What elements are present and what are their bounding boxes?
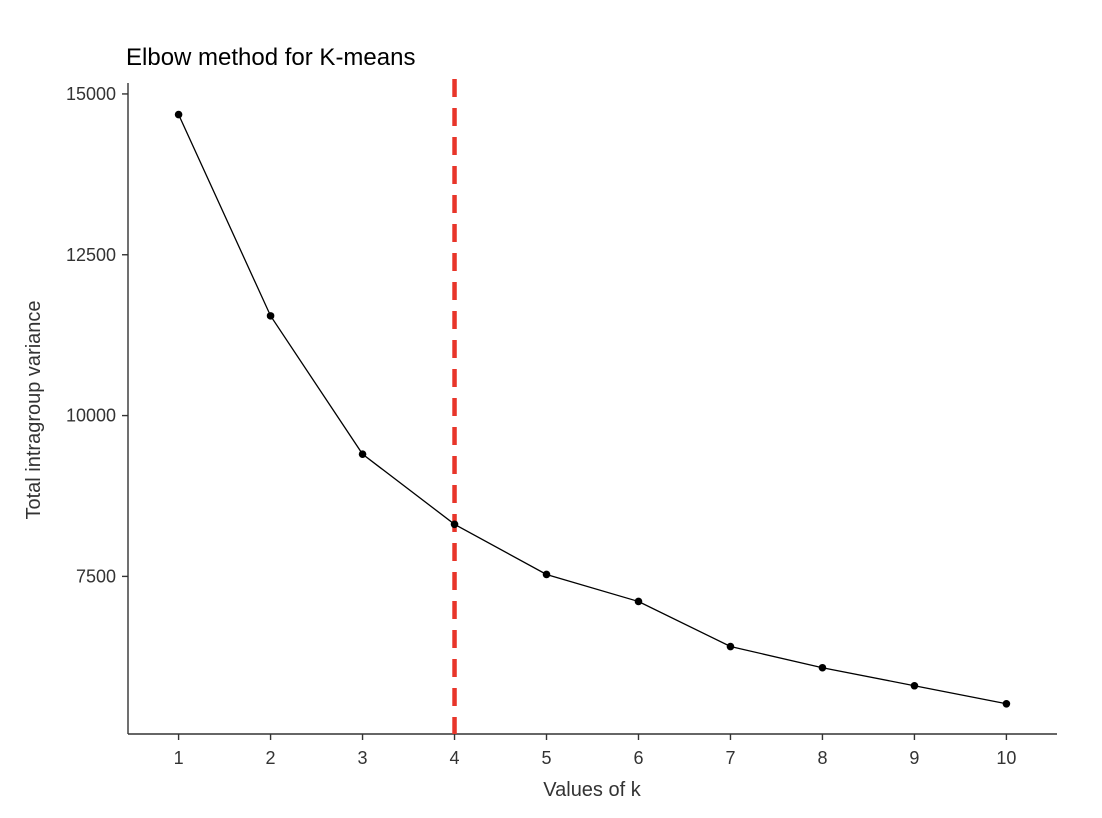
x-tick-label: 9	[909, 748, 919, 768]
data-point	[450, 520, 459, 529]
chart-title: Elbow method for K-means	[126, 44, 415, 71]
x-tick-label: 6	[633, 748, 643, 768]
data-point	[726, 642, 735, 651]
y-tick-label: 15000	[66, 84, 116, 104]
series-line	[177, 114, 1007, 705]
y-tick-label: 10000	[66, 406, 116, 426]
data-point	[174, 110, 183, 119]
x-tick-label: 3	[358, 748, 368, 768]
data-point	[818, 663, 827, 672]
data-point	[910, 681, 919, 690]
data-point	[634, 597, 643, 606]
data-point	[542, 570, 551, 579]
y-tick-label: 12500	[66, 245, 116, 265]
plot-area: 1 2 3 4 5 6 7 8 9 10 7500 10000 12500 15000	[66, 79, 1057, 768]
x-tick-label: 1	[174, 748, 184, 768]
y-axis-title: Total intragroup variance	[23, 300, 45, 519]
x-tick-label: 2	[266, 748, 276, 768]
data-point	[358, 450, 367, 458]
x-axis-title: Values of k	[543, 779, 641, 801]
data-point	[266, 312, 275, 320]
x-tick-label: 10	[996, 748, 1016, 768]
y-tick-label: 7500	[76, 566, 116, 586]
x-tick-label: 8	[817, 748, 827, 768]
x-tick-label: 7	[725, 748, 735, 768]
x-tick-label: 5	[542, 748, 552, 768]
x-tick-label: 4	[450, 748, 460, 768]
data-point	[1002, 699, 1011, 708]
